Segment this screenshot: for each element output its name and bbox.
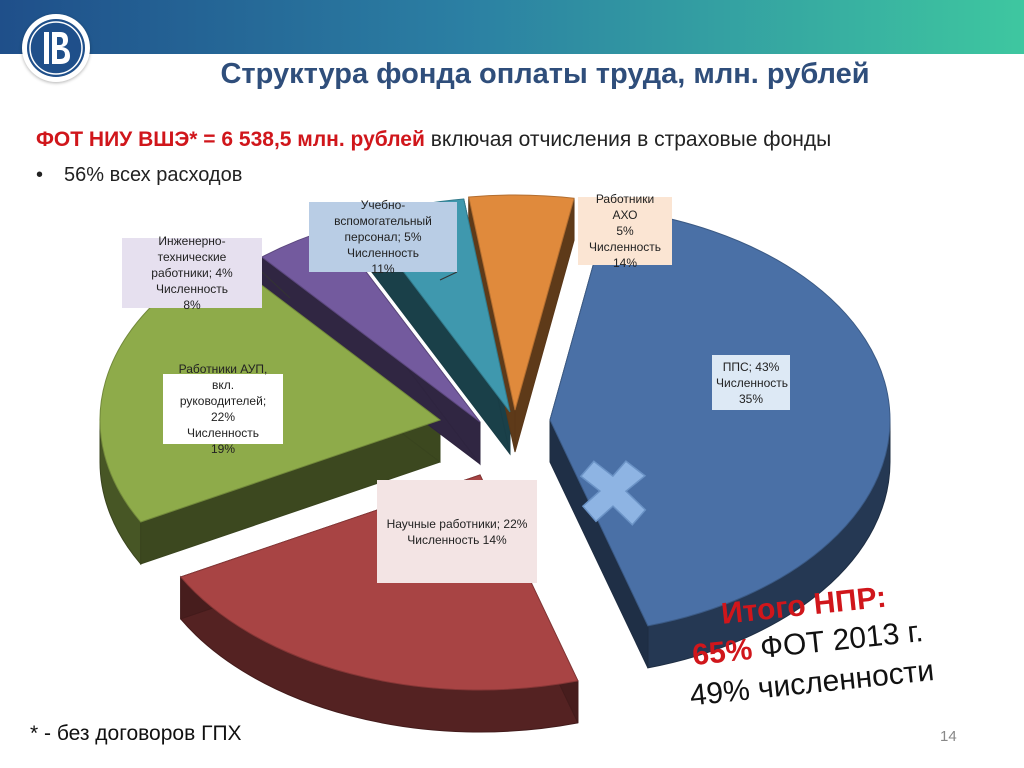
bullet-text: 56% всех расходов	[64, 164, 243, 186]
leader-support	[439, 271, 458, 281]
hse-logo-icon	[22, 14, 90, 82]
label-support-staff: Учебно-вспомогательный персонал; 5% Числ…	[309, 198, 457, 276]
label-engineering-staff: Инженерно-технические работники; 4% Числ…	[122, 234, 262, 312]
slide-title: Структура фонда оплаты труда, млн. рубле…	[220, 58, 870, 90]
leader-engineering	[261, 271, 291, 299]
label-admin-staff: Работники АУП, вкл. руководителей; 22% Ч…	[163, 362, 283, 456]
label-facilities-staff: Работники АХО 5% Численность 14%	[578, 192, 672, 270]
slice-facilities	[468, 194, 575, 411]
bullet-marker: •	[36, 164, 44, 186]
fot-note: включая отчисления в страховые фонды	[424, 128, 832, 151]
label-pps: ППС; 43% Численность 35%	[712, 355, 790, 410]
fot-summary: ФОТ НИУ ВШЭ* = 6 538,5 млн. рублей включ…	[36, 128, 831, 152]
label-research-staff: Научные работники; 22% Численность 14%	[377, 480, 537, 583]
plus-icon	[579, 460, 647, 526]
total-fot-percent: 65%	[690, 632, 754, 673]
footnote: * - без договоров ГПХ	[30, 722, 242, 745]
page-number: 14	[940, 728, 957, 745]
header-bar	[0, 0, 1024, 54]
bullet-item: • 56% всех расходов	[36, 164, 242, 187]
fot-total: ФОТ НИУ ВШЭ* = 6 538,5 млн. рублей	[36, 128, 425, 151]
